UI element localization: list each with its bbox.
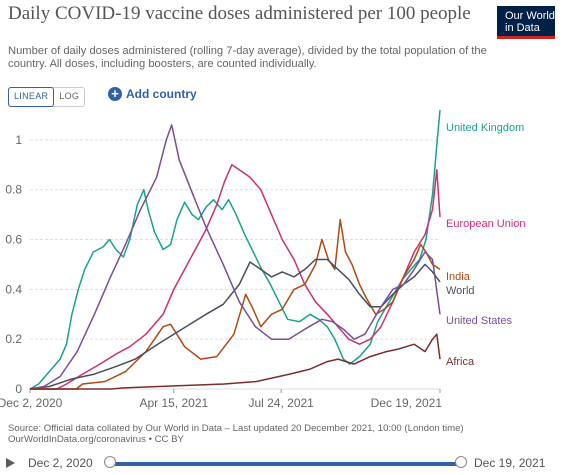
source-note: Source: Official data collated by Our Wo… bbox=[8, 423, 548, 445]
timeline-track[interactable] bbox=[110, 462, 462, 466]
timeline-start-label: Dec 2, 2020 bbox=[28, 456, 93, 470]
chart-subtitle: Number of daily doses administered (roll… bbox=[8, 45, 487, 70]
legend-label-united-states: United States bbox=[446, 315, 513, 327]
timeline-end-label: Dec 19, 2021 bbox=[474, 456, 546, 470]
source-line-1: Source: Official data collated by Our Wo… bbox=[8, 423, 464, 434]
series-line-world bbox=[29, 258, 441, 390]
plus-icon: + bbox=[108, 87, 122, 101]
play-icon[interactable] bbox=[6, 458, 15, 468]
line-chart: 0 0.2 0.4 0.6 0.8 1 Dec 2, 2020 Apr 15, 2021 Jul… bbox=[0, 110, 526, 410]
chart-title: Daily COVID-19 vaccine doses administere… bbox=[8, 3, 471, 24]
legend-label-european-union: European Union bbox=[446, 218, 526, 230]
legend-label-india: India bbox=[446, 271, 471, 283]
add-country-button[interactable]: + Add country bbox=[108, 87, 197, 101]
y-tick-label: 0.4 bbox=[5, 282, 22, 296]
logo-line-2: in Data bbox=[505, 22, 540, 34]
x-tick-label: Dec 2, 2020 bbox=[0, 396, 63, 410]
add-country-label: Add country bbox=[126, 87, 197, 101]
log-scale-button[interactable]: LOG bbox=[59, 91, 80, 101]
legend-label-africa: Africa bbox=[446, 356, 475, 368]
x-tick-label: Jul 24, 2021 bbox=[248, 396, 314, 410]
logo-line-1: Our World bbox=[505, 10, 555, 22]
owid-logo[interactable]: Our World in Data bbox=[497, 6, 555, 39]
series-line-united-states bbox=[29, 124, 441, 390]
timeline-start-handle[interactable] bbox=[104, 456, 116, 468]
series-line-africa bbox=[30, 333, 441, 390]
series-line-european-union bbox=[30, 164, 441, 390]
y-tick-label: 1 bbox=[15, 133, 22, 147]
y-tick-label: 0.8 bbox=[5, 183, 22, 197]
x-tick-label: Dec 19, 2021 bbox=[371, 396, 443, 410]
source-line-2[interactable]: OurWorldInData.org/coronavirus • CC BY bbox=[8, 434, 184, 445]
scale-toggle: LINEAR LOG bbox=[8, 87, 86, 107]
y-tick-label: 0 bbox=[15, 382, 22, 396]
linear-scale-button[interactable]: LINEAR bbox=[8, 87, 55, 107]
legend-label-united-kingdom: United Kingdom bbox=[446, 122, 524, 134]
series-line-united-kingdom bbox=[29, 110, 441, 390]
x-tick-label: Apr 15, 2021 bbox=[139, 396, 208, 410]
y-tick-label: 0.2 bbox=[5, 332, 22, 346]
legend-label-world: World bbox=[446, 285, 475, 297]
timeline-end-handle[interactable] bbox=[455, 456, 467, 468]
y-tick-label: 0.6 bbox=[5, 233, 22, 247]
timeline: Dec 2, 2020 Dec 19, 2021 bbox=[0, 452, 564, 474]
series-line-india bbox=[30, 218, 441, 390]
